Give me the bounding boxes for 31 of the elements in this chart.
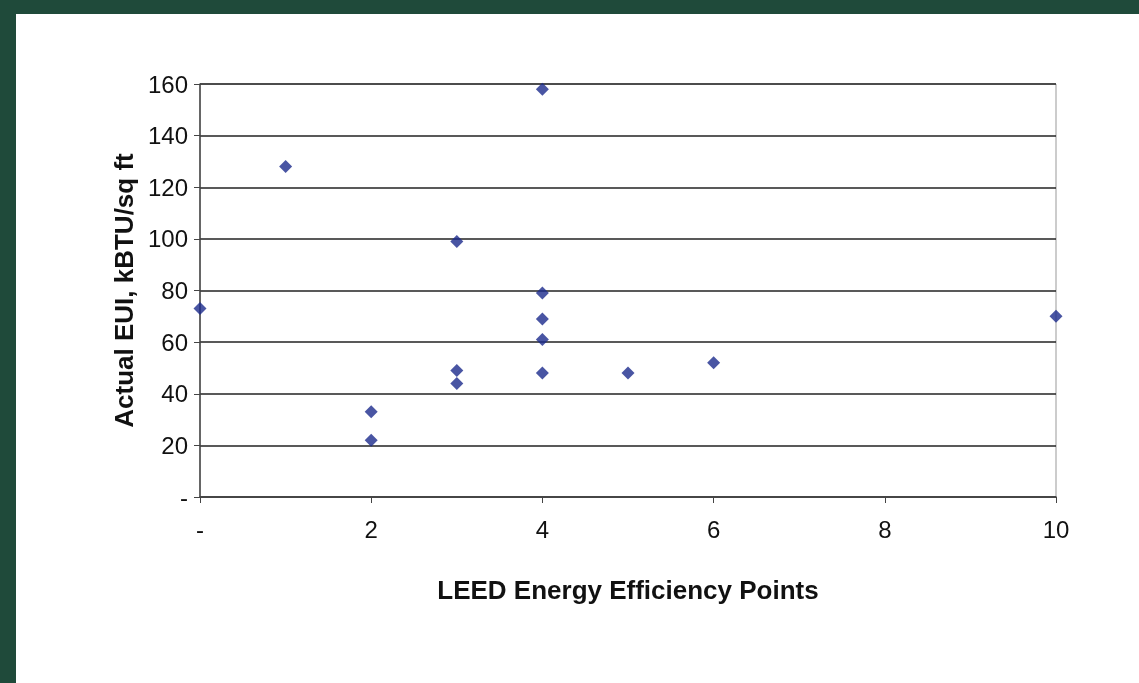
- point: [450, 234, 464, 248]
- point: [707, 356, 721, 370]
- y-tick-label: 160: [147, 70, 188, 98]
- point: [535, 82, 549, 96]
- point: [364, 433, 378, 447]
- y-axis-title: Actual EUI, kBTU/sq ft: [109, 152, 140, 428]
- y-tick-label: -: [180, 483, 188, 511]
- y-tick-label: 100: [147, 225, 188, 253]
- point: [193, 302, 207, 316]
- point: [535, 312, 549, 326]
- y-tick-label: 20: [161, 431, 188, 459]
- y-tick-label: 120: [147, 173, 188, 201]
- point: [535, 333, 549, 347]
- x-tick-label: 4: [535, 515, 550, 543]
- point: [621, 366, 635, 380]
- y-tick-label: 60: [161, 328, 188, 356]
- point: [535, 286, 549, 300]
- x-axis-title: LEED Energy Efficiency Points: [437, 575, 819, 605]
- point: [535, 366, 549, 380]
- point: [1049, 309, 1063, 323]
- x-tick-label: 6: [706, 515, 721, 543]
- point: [450, 376, 464, 390]
- y-tick-label: 40: [161, 380, 188, 408]
- point: [450, 364, 464, 378]
- x-tick-label: 8: [878, 515, 892, 543]
- x-tick-label: 2: [364, 515, 378, 543]
- y-tick-label: 140: [147, 122, 188, 150]
- x-tick-label: 10: [1042, 515, 1070, 543]
- point: [279, 160, 293, 174]
- point: [364, 405, 378, 419]
- y-tick-label: 80: [161, 277, 188, 304]
